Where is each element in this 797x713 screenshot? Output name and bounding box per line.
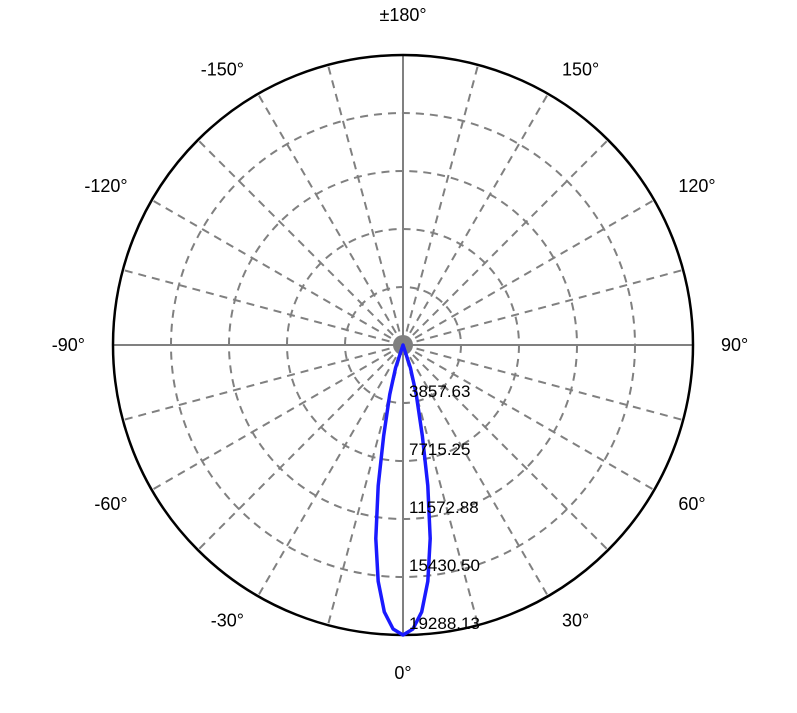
- angle-label: 120°: [678, 176, 715, 196]
- angle-label: ±180°: [379, 5, 426, 25]
- angle-label: -120°: [84, 176, 127, 196]
- ring-label: 19288.13: [409, 614, 480, 633]
- ring-label: 7715.25: [409, 440, 470, 459]
- angle-label: 60°: [678, 494, 705, 514]
- angle-label: 90°: [721, 335, 748, 355]
- angle-label: 150°: [562, 60, 599, 80]
- angle-label: -90°: [52, 335, 85, 355]
- angle-label: -60°: [94, 494, 127, 514]
- ring-label: 11572.88: [409, 498, 479, 517]
- angle-label: -150°: [201, 60, 244, 80]
- polar-chart: 3857.63 7715.25 11572.88 15430.50 19288.13 ±1…: [0, 0, 797, 713]
- angle-label: 30°: [562, 610, 589, 630]
- angle-label: 0°: [394, 663, 411, 683]
- angle-label: -30°: [211, 610, 244, 630]
- ring-label: 15430.50: [409, 556, 480, 575]
- ring-label: 3857.63: [409, 382, 470, 401]
